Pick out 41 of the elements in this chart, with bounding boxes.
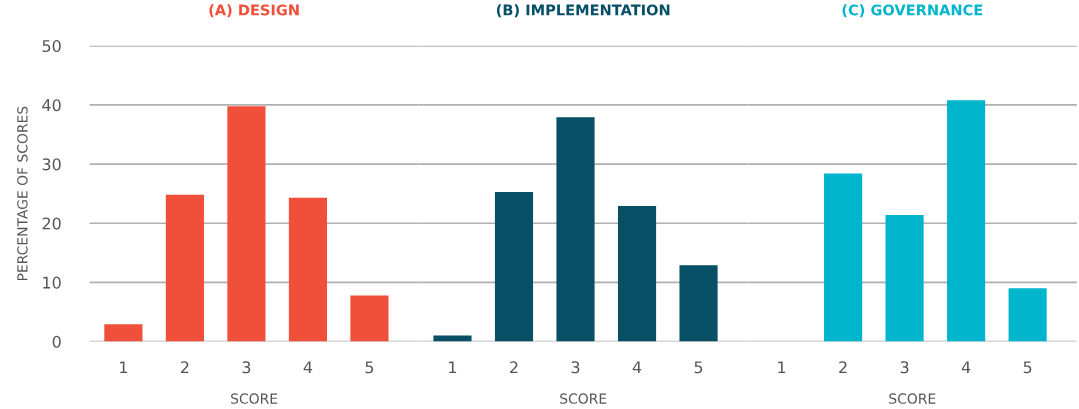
x-tick-label: 4 (632, 361, 642, 374)
bar (679, 265, 718, 342)
chart-title: (C) GOVERNANCE (842, 4, 983, 18)
x-tick-label: 4 (961, 361, 971, 374)
chart-title: (B) IMPLEMENTATION (496, 4, 670, 18)
x-axis-title: SCORE (560, 393, 607, 404)
x-tick-label: 1 (778, 361, 786, 374)
bar (556, 117, 595, 342)
x-tick-label: 5 (694, 361, 703, 374)
bar (824, 173, 863, 342)
bar (494, 191, 534, 342)
y-tick-label: 10 (43, 276, 61, 289)
x-tick-label: 2 (839, 361, 847, 374)
bar (947, 100, 986, 342)
x-axis-title: SCORE (889, 393, 936, 404)
chart-title: (A) DESIGN (209, 4, 299, 18)
x-tick-label: 1 (120, 361, 127, 374)
x-tick-label: 2 (180, 361, 189, 374)
y-axis-title: PERCENTAGE OF SCORES (17, 106, 28, 281)
bar (288, 197, 327, 342)
y-tick-label: 30 (42, 158, 61, 171)
x-tick-label: 4 (303, 361, 313, 374)
x-tick-label: 3 (242, 361, 251, 374)
y-tick-label: 50 (42, 40, 61, 53)
x-tick-label: 5 (365, 361, 374, 374)
bar (1008, 288, 1047, 342)
x-tick-label: 3 (900, 361, 909, 374)
y-tick-label: 20 (42, 217, 61, 230)
x-tick-label: 2 (510, 361, 518, 374)
y-tick-label: 40 (42, 99, 61, 112)
x-tick-label: 3 (571, 361, 580, 374)
bar (617, 206, 657, 342)
bar (350, 295, 389, 342)
x-tick-label: 5 (1023, 361, 1032, 374)
y-tick-label: 0 (52, 335, 61, 348)
bar (165, 194, 204, 342)
x-tick-label: 1 (449, 361, 457, 374)
x-axis-title: SCORE (231, 393, 278, 404)
bar (227, 106, 266, 342)
bar (104, 324, 143, 342)
bar (885, 214, 924, 342)
